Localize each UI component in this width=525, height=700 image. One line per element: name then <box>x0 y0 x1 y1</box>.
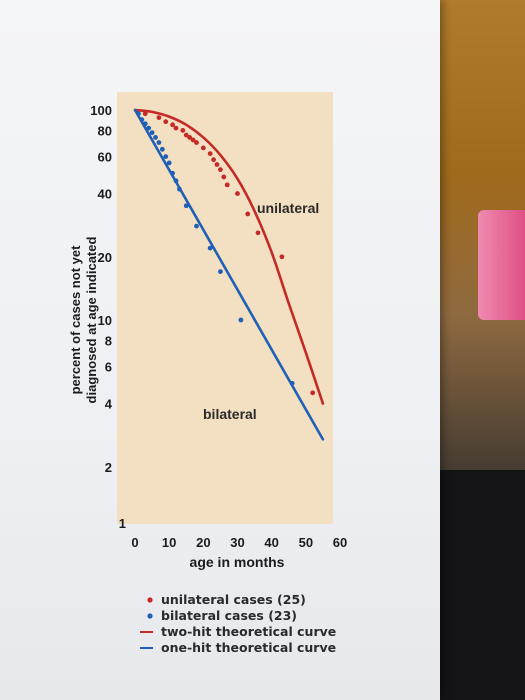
x-tick-label: 30 <box>230 535 244 550</box>
x-axis-label: age in months <box>190 554 285 570</box>
data-point-1-6 <box>180 127 186 133</box>
data-point-1-14 <box>214 162 220 167</box>
data-point-2-15 <box>194 223 199 229</box>
curve-annotations: unilateral bilateral <box>203 200 319 422</box>
data-point-2-1 <box>136 111 141 117</box>
data-point-1-12 <box>207 151 213 156</box>
keyboard-device <box>432 470 525 700</box>
data-point-1-3 <box>163 119 169 125</box>
y-axis-label-group: percent of cases not yet diagnosed at age… <box>68 237 99 404</box>
data-point-1-18 <box>235 191 240 196</box>
data-point-1-2 <box>156 115 162 121</box>
data-point-1-11 <box>200 145 206 151</box>
data-point-2-4 <box>146 125 152 131</box>
legend-dot <box>147 597 153 603</box>
data-point-2-18 <box>238 317 244 323</box>
data-point-1-22 <box>310 390 316 396</box>
data-point-2-16 <box>207 245 213 251</box>
data-point-2-13 <box>177 186 182 192</box>
legend: unilateral cases (25)bilateral cases (23… <box>140 592 336 655</box>
y-tick-label: 100 <box>90 103 112 118</box>
x-tick-label: 40 <box>264 535 278 550</box>
y-tick-label: 4 <box>105 397 113 412</box>
y-tick-label: 20 <box>98 250 112 265</box>
data-point-1-4 <box>170 122 175 128</box>
data-point-2-5 <box>149 130 155 136</box>
data-point-1-8 <box>187 135 193 140</box>
data-point-1-21 <box>279 254 285 260</box>
legend-label: one-hit theoretical curve <box>161 640 336 655</box>
y-tick-label: 1 <box>119 516 126 531</box>
legend-label: two-hit theoretical curve <box>161 624 336 639</box>
y-tick-label: 6 <box>105 360 112 375</box>
data-point-1-17 <box>224 182 230 188</box>
data-point-2-14 <box>183 203 189 209</box>
plot-background <box>117 92 333 524</box>
annotation-bilateral: bilateral <box>203 406 257 422</box>
y-axis-label-line: diagnosed at age indicated <box>84 237 99 404</box>
pink-object <box>478 210 525 320</box>
data-point-2-10 <box>166 160 172 166</box>
data-point-2-6 <box>153 135 158 140</box>
y-tick-label: 2 <box>105 460 112 475</box>
y-axis-label-line: percent of cases not yet <box>68 245 83 394</box>
x-tick-label: 0 <box>131 535 138 550</box>
legend-label: bilateral cases (23) <box>161 608 297 623</box>
legend-dot <box>147 613 153 619</box>
y-axis-label: percent of cases not yet diagnosed at age… <box>68 237 99 404</box>
data-point-2-7 <box>156 140 162 145</box>
data-point-1-10 <box>194 140 199 145</box>
data-point-2-19 <box>289 380 295 386</box>
data-points <box>136 111 316 396</box>
data-point-1-1 <box>142 111 148 117</box>
y-tick-label: 80 <box>98 123 112 138</box>
legend-label: unilateral cases (25) <box>161 592 306 607</box>
x-axis-ticks: 0 10 20 30 40 50 60 <box>131 535 347 550</box>
data-point-1-16 <box>221 174 227 180</box>
curve-line-1 <box>133 108 325 405</box>
data-point-1-19 <box>245 211 251 217</box>
x-tick-label: 50 <box>299 535 313 550</box>
data-point-2-11 <box>170 170 175 176</box>
data-point-1-20 <box>255 230 261 236</box>
data-point-2-9 <box>163 154 169 159</box>
y-tick-label: 8 <box>105 333 112 348</box>
data-point-2-12 <box>173 178 179 184</box>
data-point-1-15 <box>218 167 223 173</box>
y-tick-label: 10 <box>98 313 112 328</box>
y-tick-label: 60 <box>98 150 112 165</box>
data-point-2-3 <box>142 121 148 127</box>
data-point-1-7 <box>183 132 189 138</box>
data-point-1-13 <box>211 157 216 163</box>
data-point-2-17 <box>218 269 223 275</box>
data-point-1-9 <box>190 137 196 143</box>
data-point-2-2 <box>139 117 145 123</box>
data-point-1-5 <box>173 125 179 131</box>
annotation-unilateral: unilateral <box>257 200 319 216</box>
x-tick-label: 60 <box>333 535 347 550</box>
x-tick-label: 20 <box>196 535 210 550</box>
y-axis-ticks: 2 4 6 8 10 20 40 60 80 100 1 <box>90 103 126 531</box>
y-tick-label: 40 <box>98 187 112 202</box>
x-tick-label: 10 <box>162 535 176 550</box>
data-point-2-8 <box>159 146 165 152</box>
